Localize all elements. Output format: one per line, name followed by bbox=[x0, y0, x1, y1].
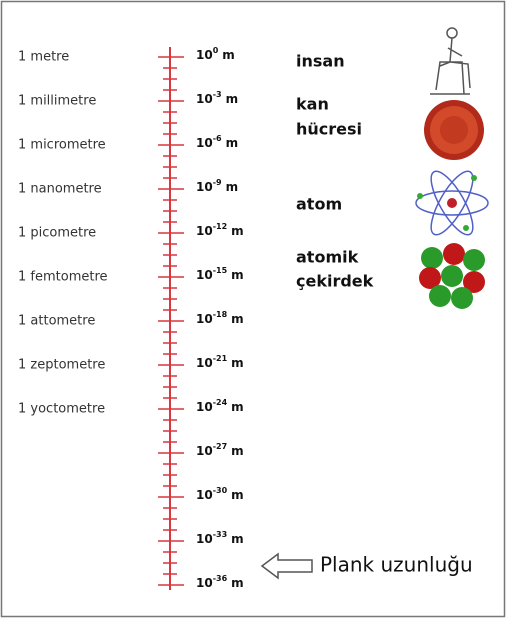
person-icon bbox=[430, 27, 471, 95]
power-exponent: -24 bbox=[213, 398, 228, 407]
power-unit: m bbox=[231, 224, 244, 238]
power-label: 10-6 m bbox=[196, 134, 238, 150]
power-unit: m bbox=[231, 444, 244, 458]
power-base: 10 bbox=[196, 268, 213, 282]
power-exponent: -33 bbox=[213, 530, 227, 539]
object-label: kan bbox=[296, 95, 329, 114]
object-label: atomik bbox=[296, 248, 359, 267]
power-base: 10 bbox=[196, 532, 213, 546]
power-base: 10 bbox=[196, 92, 213, 106]
unit-label: 1 nanometre bbox=[18, 182, 102, 197]
power-exponent: -15 bbox=[213, 266, 228, 275]
power-label: 10-9 m bbox=[196, 178, 238, 194]
planck-arrow bbox=[260, 552, 313, 580]
power-exponent: -30 bbox=[213, 486, 228, 495]
unit-label: 1 zeptometre bbox=[18, 358, 105, 373]
power-label: 10-27 m bbox=[196, 442, 244, 458]
power-label: 10-21 m bbox=[196, 354, 244, 370]
atom-icon bbox=[415, 170, 489, 236]
power-unit: m bbox=[231, 532, 244, 546]
power-label: 10-24 m bbox=[196, 398, 244, 414]
object-label: çekirdek bbox=[296, 272, 374, 291]
power-base: 10 bbox=[196, 400, 213, 414]
power-exponent: 0 bbox=[213, 46, 219, 55]
power-unit: m bbox=[231, 268, 244, 282]
power-base: 10 bbox=[196, 576, 213, 590]
power-exponent: -36 bbox=[213, 574, 228, 583]
power-label: 10-3 m bbox=[196, 90, 238, 106]
labels: 1 metre 1 millimetre 1 micrometre 1 nanomet… bbox=[18, 46, 374, 590]
power-unit: m bbox=[226, 136, 239, 150]
unit-label: 1 metre bbox=[18, 50, 69, 65]
power-base: 10 bbox=[196, 312, 213, 326]
power-exponent: -3 bbox=[213, 90, 222, 99]
power-base: 10 bbox=[196, 136, 213, 150]
unit-label: 1 femtometre bbox=[18, 270, 108, 285]
power-base: 10 bbox=[196, 356, 213, 370]
power-exponent: -21 bbox=[213, 354, 228, 363]
object-label: insan bbox=[296, 52, 345, 71]
ruler-ticks bbox=[158, 56, 184, 586]
power-label: 10-30 m bbox=[196, 486, 244, 502]
power-label: 10-18 m bbox=[196, 310, 244, 326]
power-unit: m bbox=[231, 400, 244, 414]
power-unit: m bbox=[226, 180, 239, 194]
power-unit: m bbox=[231, 488, 244, 502]
object-label: atom bbox=[296, 195, 342, 214]
unit-label: 1 picometre bbox=[18, 226, 96, 241]
object-label: hücresi bbox=[296, 120, 362, 139]
power-base: 10 bbox=[196, 444, 213, 458]
power-unit: m bbox=[231, 312, 244, 326]
unit-label: 1 millimetre bbox=[18, 94, 96, 109]
power-base: 10 bbox=[196, 488, 213, 502]
power-exponent: -6 bbox=[213, 134, 222, 143]
nucleus-icon bbox=[419, 243, 485, 309]
power-base: 10 bbox=[196, 224, 213, 238]
power-exponent: -12 bbox=[213, 222, 227, 231]
power-base: 10 bbox=[196, 48, 213, 62]
power-exponent: -27 bbox=[213, 442, 227, 451]
power-unit: m bbox=[231, 356, 244, 370]
unit-label: 1 yoctometre bbox=[18, 402, 105, 417]
power-label: 10-12 m bbox=[196, 222, 244, 238]
blood-cell-icon bbox=[424, 100, 484, 160]
power-base: 10 bbox=[196, 180, 213, 194]
unit-label: 1 micrometre bbox=[18, 138, 106, 153]
power-unit: m bbox=[222, 48, 235, 62]
planck-label: Plank uzunluğu bbox=[320, 553, 473, 577]
unit-label: 1 attometre bbox=[18, 314, 95, 329]
power-label: 10-33 m bbox=[196, 530, 244, 546]
power-exponent: -18 bbox=[213, 310, 228, 319]
power-label: 10-15 m bbox=[196, 266, 244, 282]
power-unit: m bbox=[226, 92, 239, 106]
power-unit: m bbox=[231, 576, 244, 590]
power-label: 100 m bbox=[196, 46, 235, 62]
power-exponent: -9 bbox=[213, 178, 222, 187]
power-label: 10-36 m bbox=[196, 574, 244, 590]
